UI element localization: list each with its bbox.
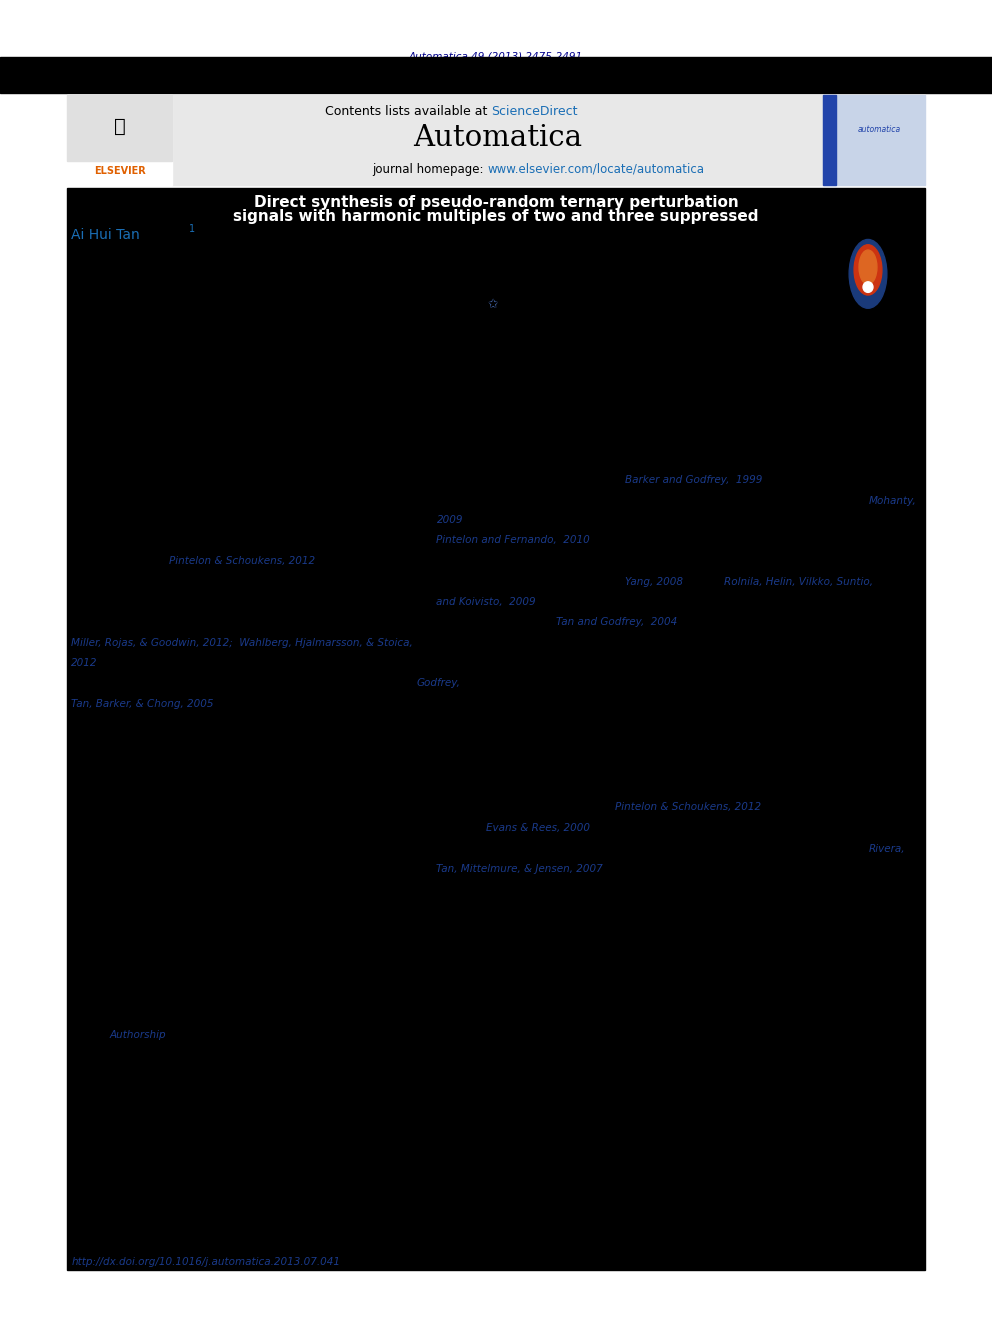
Bar <box>67 95 172 185</box>
Text: Direct synthesis of pseudo-random ternary perturbation: Direct synthesis of pseudo-random ternar… <box>254 194 738 210</box>
Bar <box>823 95 835 185</box>
Text: Automatica: Automatica <box>413 124 582 152</box>
Text: Ai Hui Tan: Ai Hui Tan <box>71 229 140 242</box>
Text: 1: 1 <box>188 224 194 234</box>
Text: 2012: 2012 <box>71 658 98 668</box>
Text: Tan and Godfrey,  2004: Tan and Godfrey, 2004 <box>556 617 677 627</box>
Text: and Koivisto,  2009: and Koivisto, 2009 <box>436 597 536 607</box>
Bar <box>0 57 992 93</box>
Text: Rolnila, Helin, Vilkko, Suntio,: Rolnila, Helin, Vilkko, Suntio, <box>724 577 873 587</box>
Text: Yang, 2008: Yang, 2008 <box>625 577 682 587</box>
Ellipse shape <box>863 282 873 292</box>
Text: www.elsevier.com/locate/automatica: www.elsevier.com/locate/automatica <box>488 163 704 176</box>
Text: automatica: automatica <box>857 124 901 134</box>
Text: Contents lists available at: Contents lists available at <box>324 105 491 118</box>
Text: Tan, Barker, & Chong, 2005: Tan, Barker, & Chong, 2005 <box>71 699 214 709</box>
Ellipse shape <box>859 250 877 284</box>
Bar <box>172 95 823 185</box>
Text: Godfrey,: Godfrey, <box>417 677 460 688</box>
Ellipse shape <box>854 245 882 295</box>
Text: Miller, Rojas, & Goodwin, 2012;  Wahlberg, Hjalmarsson, & Stoica,: Miller, Rojas, & Goodwin, 2012; Wahlberg… <box>71 638 414 648</box>
Text: journal homepage:: journal homepage: <box>372 163 488 176</box>
Text: signals with harmonic multiples of two and three suppressed: signals with harmonic multiples of two a… <box>233 209 759 225</box>
Bar <box>67 188 925 1270</box>
Text: Mohanty,: Mohanty, <box>869 496 917 507</box>
Bar <box>67 95 925 185</box>
Text: Evans & Rees, 2000: Evans & Rees, 2000 <box>486 823 590 833</box>
Bar <box>67 95 172 161</box>
Bar <box>823 95 925 185</box>
Text: Pintelon and Fernando,  2010: Pintelon and Fernando, 2010 <box>436 534 590 545</box>
Text: Tan, Mittelmure, & Jensen, 2007: Tan, Mittelmure, & Jensen, 2007 <box>436 864 603 875</box>
Text: Rivera,: Rivera, <box>869 844 906 855</box>
Text: Automatica 49 (2013) 2475-2491: Automatica 49 (2013) 2475-2491 <box>409 52 583 62</box>
Text: Barker and Godfrey,  1999: Barker and Godfrey, 1999 <box>625 475 762 486</box>
Text: ScienceDirect: ScienceDirect <box>491 105 577 118</box>
Text: http://dx.doi.org/10.1016/j.automatica.2013.07.041: http://dx.doi.org/10.1016/j.automatica.2… <box>71 1257 340 1267</box>
Bar <box>0 0 992 93</box>
Text: Authorship: Authorship <box>109 1029 166 1040</box>
Text: Pintelon & Schoukens, 2012: Pintelon & Schoukens, 2012 <box>615 802 761 812</box>
Text: 2009: 2009 <box>436 515 463 525</box>
Text: ✩: ✩ <box>488 298 498 311</box>
Text: Pintelon & Schoukens, 2012: Pintelon & Schoukens, 2012 <box>169 556 314 566</box>
Text: 🌳: 🌳 <box>114 118 125 136</box>
Ellipse shape <box>849 239 887 308</box>
Text: ELSEVIER: ELSEVIER <box>93 165 146 176</box>
